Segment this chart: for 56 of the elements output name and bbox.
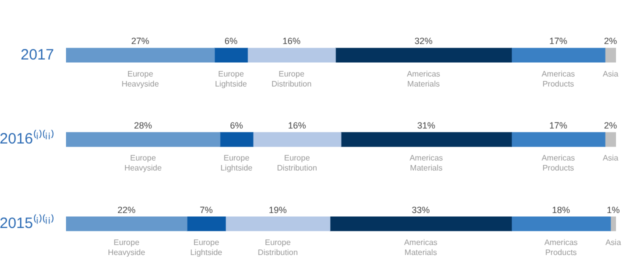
- series-label: Europe Distribution: [258, 238, 298, 258]
- data-label: 27%: [131, 36, 150, 46]
- text: Americas Products: [542, 154, 575, 173]
- bar: [604, 48, 616, 62]
- data-label: 19%: [268, 204, 287, 215]
- data-label: 16%: [282, 36, 301, 46]
- bar: [511, 48, 606, 62]
- data-label: 17%: [549, 36, 568, 46]
- text: Europe Distribution: [276, 154, 318, 173]
- series-label: Asia: [602, 154, 619, 163]
- data-label: 32%: [414, 36, 433, 46]
- data-label: 2%: [604, 36, 618, 46]
- bar: [186, 216, 226, 232]
- bar: [252, 132, 342, 147]
- data-label: 2%: [604, 120, 618, 130]
- text: Americas Materials: [406, 69, 440, 88]
- bar: [511, 216, 611, 232]
- bar: [340, 132, 512, 147]
- data-label: 1%: [606, 204, 620, 215]
- series-label: Americas Materials: [404, 238, 438, 258]
- text: Europe Heavyside: [124, 154, 162, 173]
- text: Asia: [605, 238, 622, 248]
- data-label: 18%: [552, 204, 570, 215]
- bar: [511, 132, 606, 147]
- text: Americas Materials: [410, 154, 443, 173]
- bar: [66, 132, 220, 147]
- y-tick-label: 2017: [20, 46, 54, 64]
- text: Europe Heavyside: [122, 69, 159, 88]
- bar: [335, 48, 512, 62]
- data-label: 33%: [412, 204, 430, 215]
- series-label: Europe Lightside: [190, 238, 223, 258]
- series-label: Americas Products: [544, 238, 578, 258]
- data-label: 7%: [200, 204, 213, 215]
- data-label: 6%: [230, 120, 244, 130]
- bar: [214, 48, 248, 62]
- text: Europe Lightside: [214, 69, 248, 88]
- bar: [220, 132, 254, 147]
- bar: [66, 48, 215, 62]
- bar: [247, 48, 336, 62]
- data-label: 28%: [134, 120, 152, 130]
- data-label: 31%: [417, 120, 436, 130]
- bar: [604, 132, 616, 147]
- text: Americas Products: [542, 69, 575, 88]
- y-tick-label: 2016⁽ⁱ⁾⁽ⁱⁱ⁾: [0, 130, 54, 148]
- text: Asia: [602, 69, 618, 78]
- data-label: 22%: [117, 204, 136, 215]
- data-label: 17%: [549, 120, 568, 130]
- data-label: 16%: [288, 120, 306, 130]
- y-tick-label: 2015⁽ⁱ⁾⁽ⁱⁱ⁾: [0, 214, 54, 232]
- text: Europe Lightside: [220, 154, 253, 173]
- bar: [66, 216, 188, 232]
- data-label: 6%: [224, 36, 238, 46]
- series-label: Europe Heavyside: [108, 238, 146, 258]
- bar: [225, 216, 330, 232]
- bar: [330, 216, 512, 232]
- text: Europe Distribution: [271, 69, 312, 88]
